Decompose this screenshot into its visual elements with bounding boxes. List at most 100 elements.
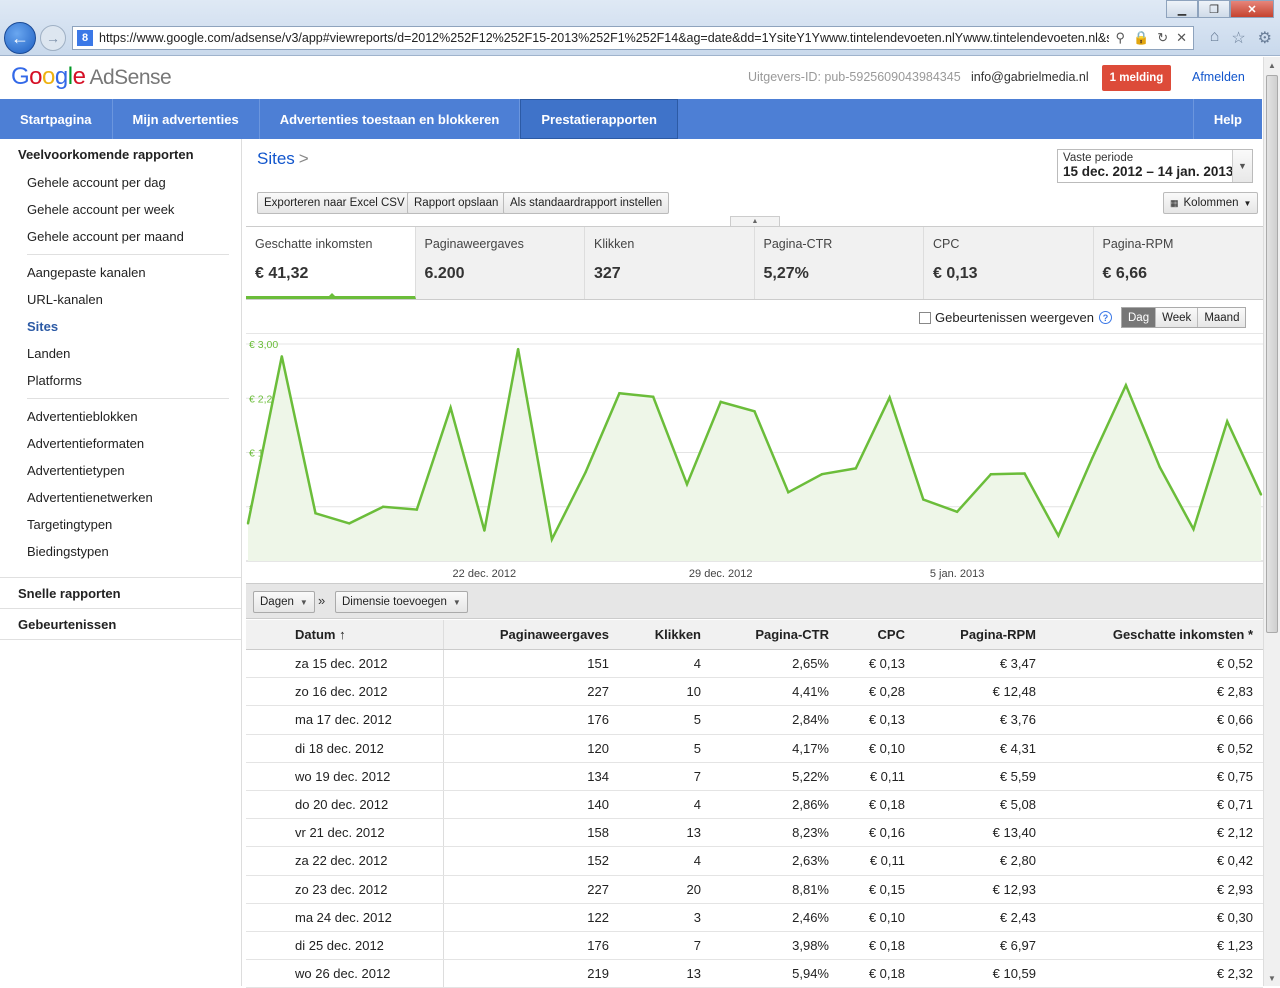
table-cell: 2,86% [792, 797, 829, 813]
lock-icon[interactable]: 🔒 [1133, 30, 1150, 45]
sidebar-item-url-channels[interactable]: URL-kanalen [27, 292, 103, 307]
collapse-toggle[interactable]: ▲ [730, 216, 780, 226]
sidebar-item-custom-channels[interactable]: Aangepaste kanalen [27, 265, 146, 280]
granularity-week[interactable]: Week [1156, 308, 1199, 327]
url-text[interactable]: https://www.google.com/adsense/v3/app#vi… [99, 31, 1110, 45]
help-icon[interactable]: ? [1099, 311, 1112, 324]
granularity-month[interactable]: Maand [1198, 308, 1246, 327]
scorecard-value: € 0,13 [933, 265, 978, 282]
table-cell: 4,17% [792, 740, 829, 756]
table-cell: € 0,10 [868, 740, 905, 756]
page-scrollbar[interactable]: ▲ ▼ [1263, 57, 1280, 986]
sidebar-heading[interactable]: Veelvoorkomende rapporten [18, 146, 194, 162]
tab-allow-block-ads[interactable]: Advertenties toestaan en blokkeren [260, 99, 521, 139]
set-default-report-button[interactable]: Als standaardrapport instellen [503, 192, 670, 214]
scorecard-cpc[interactable]: CPC € 0,13 [924, 227, 1094, 299]
sidebar-item-account-per-month[interactable]: Gehele account per maand [27, 229, 184, 244]
export-csv-button[interactable]: Exporteren naar Excel CSV [257, 192, 412, 214]
save-report-button[interactable]: Rapport opslaan [407, 192, 506, 214]
columns-icon: ▦ [1170, 197, 1179, 208]
column-header-clicks[interactable]: Klikken [654, 627, 701, 642]
sidebar-quick-reports[interactable]: Snelle rapporten [0, 577, 241, 608]
chevron-down-icon[interactable]: ▼ [1232, 150, 1252, 182]
tab-home[interactable]: Startpagina [0, 99, 113, 139]
sidebar-item-bid-types[interactable]: Biedingstypen [27, 544, 109, 559]
maximize-icon[interactable]: ❐ [1198, 0, 1230, 18]
scorecard-page-rpm[interactable]: Pagina-RPM € 6,66 [1094, 227, 1264, 299]
table-cell: 3 [693, 909, 701, 925]
notification-button[interactable]: 1 melding [1102, 65, 1171, 91]
chart-data-point [719, 400, 722, 404]
sidebar-item-targeting-types[interactable]: Targetingtypen [27, 517, 113, 532]
table-cell: di 18 dec. 2012 [246, 734, 444, 762]
events-toggle[interactable]: Gebeurtenissen weergeven ? [919, 310, 1112, 325]
columns-label: Kolommen [1183, 197, 1239, 209]
settings-gear-icon[interactable]: ⚙ [1257, 30, 1272, 47]
breadcrumb-sites[interactable]: Sites [257, 149, 295, 168]
minimize-icon[interactable]: ▁ [1166, 0, 1198, 18]
scorecard-page-views[interactable]: Paginaweergaves 6.200 [416, 227, 585, 299]
column-header-estimated-earnings[interactable]: Geschatte inkomsten * [1112, 627, 1253, 642]
events-checkbox[interactable] [919, 311, 931, 324]
sidebar-item-account-per-week[interactable]: Gehele account per week [27, 202, 175, 217]
scroll-down-icon[interactable]: ▼ [1268, 973, 1276, 983]
logout-link[interactable]: Afmelden [1192, 70, 1245, 84]
table-cell: zo 23 dec. 2012 [246, 875, 444, 903]
sidebar-events[interactable]: Gebeurtenissen [0, 608, 241, 639]
search-icon[interactable]: ⚲ [1115, 30, 1125, 45]
adsense-logo[interactable]: Google AdSense [11, 63, 172, 90]
column-header-page-ctr[interactable]: Pagina-CTR [755, 627, 829, 642]
sidebar-item-countries[interactable]: Landen [27, 346, 71, 361]
browser-toolbar: ▁ ❐ ✕ ← → 8 https://www.google.com/adsen… [0, 0, 1280, 56]
favorites-star-icon[interactable]: ☆ [1231, 30, 1246, 47]
dimension-dropdown[interactable]: Dagen ▼ [253, 591, 315, 613]
chart-data-point [955, 510, 959, 514]
columns-button[interactable]: ▦ Kolommen ▼ [1163, 192, 1259, 214]
table-cell: € 4,31 [999, 740, 1036, 756]
chart-y-tick-label: € 2,25 [249, 393, 278, 405]
report-table: Datum ↑ Paginaweergaves Klikken Pagina-C… [246, 620, 1263, 988]
scorecard-clicks[interactable]: Klikken 327 [585, 227, 755, 299]
sidebar-item-platforms[interactable]: Platforms [27, 373, 82, 388]
chart-data-point [449, 406, 452, 409]
sidebar-item-ad-sizes[interactable]: Advertentieformaten [27, 436, 145, 451]
scrollbar-thumb[interactable] [1266, 75, 1278, 633]
table-row: vr 21 dec. 2012 158 13 8,23% € 0,16 € 13,40 € … [246, 819, 1263, 848]
table-cell: 5,22% [792, 768, 829, 784]
chart-data-point [922, 498, 925, 501]
column-header-cpc[interactable]: CPC [877, 627, 905, 642]
account-email[interactable]: info@gabrielmedia.nl [971, 70, 1089, 84]
granularity-day[interactable]: Dag [1122, 308, 1157, 327]
tab-my-ads[interactable]: Mijn advertenties [113, 99, 260, 139]
sidebar-item-account-per-day[interactable]: Gehele account per dag [27, 175, 166, 190]
stop-icon[interactable]: ✕ [1176, 30, 1187, 45]
sidebar-item-ad-units[interactable]: Advertentieblokken [27, 409, 138, 424]
google-favicon-icon: 8 [77, 30, 93, 46]
home-icon[interactable]: ⌂ [1209, 28, 1220, 45]
refresh-icon[interactable]: ↻ [1157, 30, 1169, 45]
sidebar-item-sites[interactable]: Sites [27, 319, 59, 334]
column-header-page-views[interactable]: Paginaweergaves [499, 627, 609, 642]
table-cell: € 5,59 [999, 768, 1036, 784]
column-header-page-rpm[interactable]: Pagina-RPM [960, 627, 1036, 642]
column-header-date[interactable]: Datum ↑ [246, 620, 444, 649]
date-range-value: 15 dec. 2012 – 14 jan. 2013 [1063, 164, 1234, 179]
chart-x-tick-label: 22 dec. 2012 [453, 568, 517, 580]
scroll-up-icon[interactable]: ▲ [1268, 60, 1276, 70]
table-cell: 2,46% [792, 909, 829, 925]
scorecard-estimated-earnings[interactable]: Geschatte inkomsten € 41,32 [246, 227, 416, 299]
tab-performance-reports[interactable]: Prestatierapporten [520, 99, 678, 139]
help-link[interactable]: Help [1192, 99, 1262, 139]
table-cell: wo 26 dec. 2012 [246, 960, 444, 988]
close-icon[interactable]: ✕ [1230, 0, 1274, 18]
add-dimension-dropdown[interactable]: Dimensie toevoegen ▼ [335, 591, 468, 613]
scorecard-page-ctr[interactable]: Pagina-CTR 5,27% [755, 227, 924, 299]
address-bar[interactable]: 8 https://www.google.com/adsense/v3/app#… [72, 26, 1194, 50]
date-range-picker[interactable]: Vaste periode 15 dec. 2012 – 14 jan. 201… [1057, 149, 1253, 183]
table-cell: € 13,40 [992, 825, 1036, 841]
sidebar-item-ad-types[interactable]: Advertentietypen [27, 463, 125, 478]
back-arrow-icon[interactable]: ← [4, 22, 36, 54]
forward-arrow-icon[interactable]: → [40, 25, 66, 51]
sidebar-item-ad-networks[interactable]: Advertentienetwerken [27, 490, 153, 505]
table-cell: 2,84% [792, 712, 829, 728]
